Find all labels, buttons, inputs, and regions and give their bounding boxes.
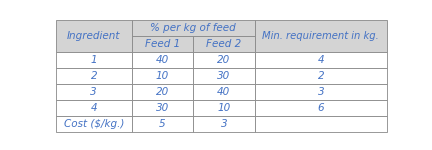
- Text: Cost ($/kg.): Cost ($/kg.): [64, 119, 124, 129]
- Text: 4: 4: [90, 103, 97, 113]
- Text: Feed 1: Feed 1: [145, 39, 180, 49]
- Text: 10: 10: [156, 71, 169, 81]
- Text: 5: 5: [159, 119, 166, 129]
- Bar: [254, 100, 387, 116]
- Text: Feed 2: Feed 2: [206, 39, 241, 49]
- Bar: [254, 116, 387, 132]
- Bar: [254, 20, 387, 52]
- Bar: [193, 100, 254, 116]
- Text: Ingredient: Ingredient: [67, 31, 121, 41]
- Bar: [56, 20, 132, 52]
- Text: 40: 40: [217, 87, 231, 97]
- Text: 3: 3: [221, 119, 227, 129]
- Text: 3: 3: [90, 87, 97, 97]
- Bar: [193, 68, 254, 84]
- Text: 30: 30: [156, 103, 169, 113]
- Text: 4: 4: [318, 55, 324, 65]
- Bar: [132, 84, 193, 100]
- Text: 6: 6: [318, 103, 324, 113]
- Bar: [56, 116, 132, 132]
- Bar: [254, 68, 387, 84]
- Bar: [193, 116, 254, 132]
- Bar: [56, 52, 132, 68]
- Bar: [56, 84, 132, 100]
- Bar: [193, 36, 254, 52]
- Bar: [193, 52, 254, 68]
- Bar: [132, 36, 193, 52]
- Text: 1: 1: [90, 55, 97, 65]
- Bar: [132, 52, 193, 68]
- Bar: [254, 52, 387, 68]
- Text: 20: 20: [156, 87, 169, 97]
- Text: 30: 30: [217, 71, 231, 81]
- Bar: [254, 84, 387, 100]
- Text: 20: 20: [217, 55, 231, 65]
- Bar: [56, 100, 132, 116]
- Bar: [193, 84, 254, 100]
- Bar: [56, 68, 132, 84]
- Bar: [132, 20, 254, 36]
- Text: 3: 3: [318, 87, 324, 97]
- Bar: [132, 68, 193, 84]
- Text: 2: 2: [318, 71, 324, 81]
- Bar: [132, 100, 193, 116]
- Text: 2: 2: [90, 71, 97, 81]
- Bar: [132, 116, 193, 132]
- Text: 40: 40: [156, 55, 169, 65]
- Text: 10: 10: [217, 103, 231, 113]
- Text: % per kg of feed: % per kg of feed: [150, 23, 236, 33]
- Text: Min. requirement in kg.: Min. requirement in kg.: [263, 31, 379, 41]
